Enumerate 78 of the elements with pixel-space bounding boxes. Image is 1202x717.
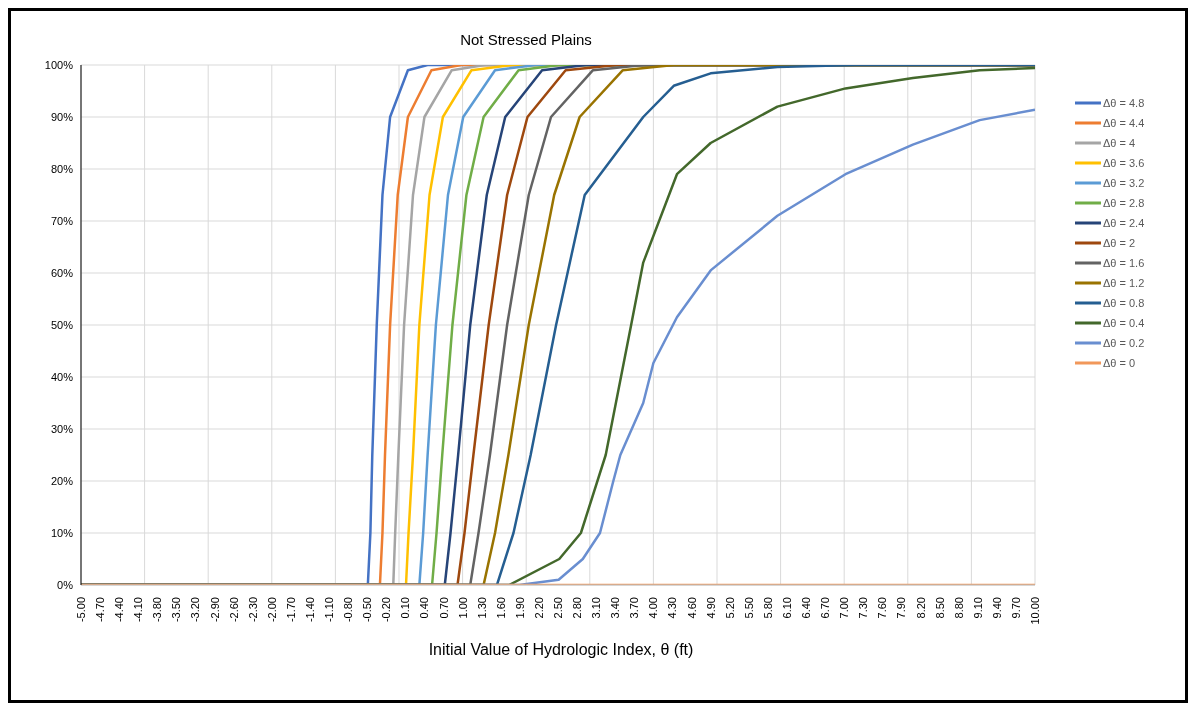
- x-tick-label: 10.00: [1029, 597, 1041, 625]
- x-tick-label: -3.20: [189, 597, 202, 623]
- x-tick-label: -3.80: [151, 597, 164, 623]
- x-tick-label: 1.00: [456, 597, 469, 619]
- x-tick-label: 6.10: [780, 597, 793, 619]
- x-tick-label: -4.10: [132, 597, 145, 623]
- x-tick-label: 4.00: [647, 597, 660, 619]
- legend-label: Δθ = 0.8: [1103, 297, 1145, 309]
- x-tick-label: -1.70: [284, 597, 297, 623]
- y-tick-label: 90%: [50, 110, 74, 123]
- x-tick-label: -3.50: [170, 597, 183, 623]
- legend-label: Δθ = 4: [1103, 137, 1136, 149]
- x-tick-label: 3.70: [628, 597, 641, 619]
- legend-label: Δθ = 1.6: [1103, 257, 1145, 269]
- y-tick-label: 20%: [50, 474, 74, 487]
- legend-label: Δθ = 0.2: [1103, 337, 1145, 349]
- x-tick-label: 1.60: [494, 597, 507, 619]
- x-tick-label: 1.90: [513, 597, 526, 619]
- x-tick-label: -0.50: [361, 597, 374, 623]
- legend-label: Δθ = 1.2: [1103, 277, 1145, 289]
- x-tick-label: -4.70: [94, 597, 107, 623]
- x-tick-label: 2.50: [552, 597, 564, 619]
- x-tick-label: 8.20: [914, 597, 927, 619]
- x-axis-title: Initial Value of Hydrologic Index, θ (ft): [427, 641, 695, 659]
- x-tick-label: -1.40: [303, 597, 316, 623]
- x-tick-label: 8.50: [933, 597, 946, 619]
- y-tick-label: 100%: [44, 58, 74, 71]
- x-tick-label: -5.00: [75, 597, 87, 623]
- x-tick-label: 6.70: [819, 597, 832, 619]
- x-tick-label: 4.30: [666, 597, 679, 619]
- x-tick-label: 5.50: [742, 597, 755, 619]
- x-tick-label: -2.90: [208, 597, 221, 623]
- legend-label: Δθ = 0: [1103, 357, 1136, 369]
- x-tick-label: -0.20: [380, 597, 393, 623]
- x-tick-label: 3.10: [590, 597, 603, 619]
- legend-label: Δθ = 2: [1103, 237, 1136, 249]
- x-tick-label: -0.80: [342, 597, 355, 623]
- y-tick-label: 60%: [50, 266, 74, 279]
- x-tick-label: 7.00: [838, 597, 851, 619]
- x-tick-label: -2.30: [246, 597, 259, 623]
- x-tick-label: 5.20: [723, 597, 736, 619]
- x-tick-label: 4.90: [704, 597, 717, 619]
- x-tick-label: 9.40: [990, 597, 1003, 619]
- x-tick-label: 4.60: [685, 597, 698, 619]
- x-tick-label: -2.60: [227, 597, 240, 623]
- y-tick-label: 0%: [57, 578, 74, 591]
- legend-label: Δθ = 3.2: [1103, 177, 1145, 189]
- y-tick-label: 80%: [50, 162, 74, 175]
- legend-label: Δθ = 3.6: [1103, 157, 1145, 169]
- legend-label: Δθ = 2.4: [1103, 217, 1145, 229]
- x-tick-label: 0.40: [418, 597, 431, 619]
- x-tick-label: 3.40: [609, 597, 622, 619]
- x-tick-label: 2.20: [532, 597, 545, 619]
- x-tick-label: 7.60: [876, 597, 889, 619]
- legend-label: Δθ = 2.8: [1103, 197, 1145, 209]
- y-tick-label: 70%: [50, 214, 74, 227]
- y-tick-label: 10%: [50, 526, 74, 539]
- x-tick-label: 7.30: [857, 597, 870, 619]
- x-tick-label: 2.80: [571, 597, 584, 619]
- y-tick-label: 40%: [50, 370, 74, 383]
- x-tick-label: 8.80: [952, 597, 965, 619]
- x-tick-label: -2.00: [265, 597, 278, 623]
- x-tick-label: 5.80: [761, 597, 774, 619]
- legend-label: Δθ = 4.8: [1103, 97, 1145, 109]
- x-tick-label: 9.10: [971, 597, 984, 619]
- y-tick-label: 50%: [50, 318, 74, 331]
- x-tick-label: 6.40: [800, 597, 813, 619]
- x-tick-label: -1.10: [323, 597, 336, 623]
- legend-label: Δθ = 4.4: [1103, 117, 1145, 129]
- x-tick-label: 7.90: [895, 597, 908, 619]
- chart-title: Not Stressed Plains: [459, 31, 593, 48]
- y-tick-label: 30%: [50, 422, 74, 435]
- legend-label: Δθ = 0.4: [1103, 317, 1145, 329]
- x-tick-label: 0.10: [399, 597, 412, 619]
- x-tick-label: 0.70: [437, 597, 450, 619]
- x-tick-label: -4.40: [113, 597, 126, 623]
- x-tick-label: 9.70: [1009, 597, 1022, 619]
- x-tick-label: 1.30: [475, 597, 488, 619]
